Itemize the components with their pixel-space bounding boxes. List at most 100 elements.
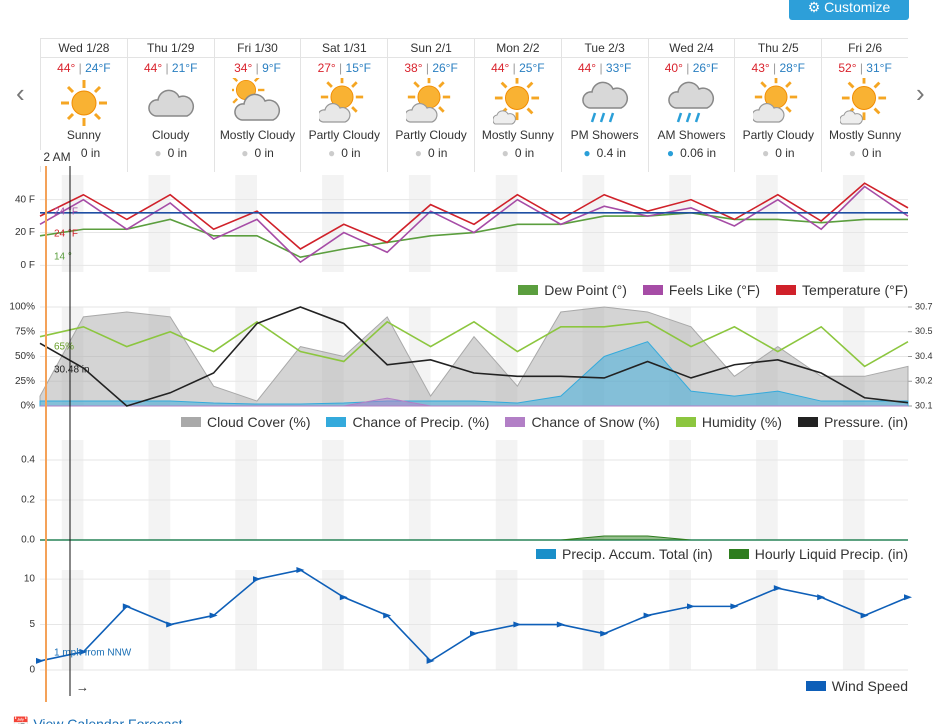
condition: Cloudy: [152, 128, 190, 142]
wind-arrow: [122, 603, 131, 610]
night-band: [235, 440, 257, 540]
link-text[interactable]: View Calendar Forecast: [33, 716, 183, 724]
y-tick-label: 75%: [15, 326, 35, 337]
high-temp: 40°: [664, 61, 683, 75]
high-temp: 34°: [234, 61, 253, 75]
legend-label: Hourly Liquid Precip. (in): [754, 546, 908, 562]
y-tick-label: 20 F: [15, 227, 35, 238]
separator: |: [856, 61, 867, 75]
night-band: [495, 570, 518, 670]
condition: PM Showers: [570, 128, 639, 142]
separator: |: [75, 61, 86, 75]
wind-arrow: [79, 648, 88, 655]
cursor-arrow: →: [76, 679, 89, 694]
legend-swatch: [505, 417, 526, 427]
day-temps: 38° | 26°F: [388, 61, 474, 75]
day-date: Fri 2/6: [822, 38, 908, 58]
y-tick-label: 0: [29, 665, 35, 676]
night-band: [408, 175, 431, 272]
y-tick-label: 50%: [15, 351, 35, 362]
day-column: Wed 2/4 40° | 26°F AM Showers ● 0.06 in: [647, 38, 735, 172]
low-temp: 24°F: [85, 61, 111, 75]
low-temp: 26°F: [692, 61, 719, 75]
night-band: [669, 570, 691, 670]
wind-arrow: [339, 594, 348, 601]
separator: |: [509, 61, 520, 75]
day-column: Fri 1/30 34° | 9°F Mostly Cloudy ● 0 in: [213, 38, 301, 172]
day-date: Sun 2/1: [388, 38, 474, 58]
drop-icon: ●: [414, 146, 423, 160]
day-date: Sat 1/31: [301, 38, 388, 58]
separator: |: [162, 61, 172, 75]
precip: ● 0 in: [735, 146, 821, 160]
night-band: [582, 570, 605, 670]
legend-item: Feels Like (°F): [642, 282, 760, 298]
line: [39, 182, 909, 250]
wind-arrow: [556, 621, 565, 628]
separator: |: [422, 61, 433, 75]
condition: Mostly Sunny: [829, 128, 902, 142]
annotation: 24 °F: [54, 229, 78, 240]
prev-arrow[interactable]: ‹: [16, 78, 25, 108]
legend-item: Chance of Precip. (%): [326, 414, 489, 430]
night-band: [582, 175, 605, 272]
legend-swatch: [797, 417, 818, 427]
next-arrow[interactable]: ›: [916, 78, 925, 108]
low-temp: 33°F: [605, 61, 632, 75]
day-temps: 44° | 21°F: [128, 61, 214, 75]
separator: |: [682, 61, 693, 75]
night-band: [322, 570, 344, 670]
low-temp: 26°F: [432, 61, 458, 75]
drop-icon: ●: [241, 146, 249, 160]
wind-arrow: [426, 657, 435, 664]
precip-amount: 0 in: [428, 146, 448, 160]
wind-arrow: [600, 630, 609, 637]
high-temp: 38°: [404, 61, 423, 75]
condition: AM Showers: [657, 128, 726, 142]
footer-link[interactable]: 📅 View Calendar Forecast: [12, 716, 182, 724]
precip: ● 0.06 in: [649, 146, 735, 160]
night-band: [756, 175, 778, 272]
night-band: [495, 175, 518, 272]
day-date: Wed 2/4: [648, 38, 735, 58]
separator: |: [596, 61, 606, 75]
night-band: [669, 440, 691, 540]
wind-arrow: [383, 612, 392, 619]
y-tick-label: 100%: [9, 302, 35, 313]
y2-tick-label: 30.2: [915, 376, 933, 386]
low-temp: 28°F: [779, 61, 805, 75]
day-column: Fri 2/6 52° | 31°F Mostly Sunny ● 0 in: [821, 38, 908, 172]
y-tick-label: 40 F: [15, 194, 35, 205]
legend-swatch: [642, 285, 663, 295]
precip: ● 0 in: [301, 146, 387, 160]
annotation: 24 °F: [54, 207, 78, 218]
legend-label: Cloud Cover (%): [207, 414, 311, 430]
area: [40, 535, 908, 541]
y-tick-label: 5: [29, 619, 35, 630]
night-band: [235, 570, 257, 670]
day-date: Mon 2/2: [474, 38, 561, 58]
high-temp: 44°: [577, 61, 597, 75]
wind-arrow: [296, 567, 305, 573]
legend-label: Humidity (%): [701, 414, 782, 430]
drop-icon: ●: [666, 146, 675, 160]
legend-item: Humidity (%): [675, 414, 782, 430]
customize-button[interactable]: ⚙ Customize: [789, 0, 909, 20]
y2-tick-label: 30.7: [915, 301, 933, 311]
precip-amount: 0 in: [167, 146, 187, 160]
y-tick-label: 0.0: [21, 535, 35, 546]
high-temp: 27°: [317, 61, 336, 75]
night-band: [61, 440, 84, 540]
night-band: [322, 440, 344, 540]
low-temp: 9°F: [262, 61, 281, 75]
day-date: Thu 1/29: [127, 38, 214, 58]
button-label[interactable]: Customize: [824, 0, 891, 15]
legend-swatch: [181, 417, 201, 427]
y-tick-label: 0.2: [21, 495, 35, 506]
wind-arrow: [860, 612, 869, 619]
condition: Partly Cloudy: [395, 128, 467, 142]
legend-label: Chance of Precip. (%): [352, 414, 490, 430]
y-tick-label: 0 F: [21, 260, 35, 271]
